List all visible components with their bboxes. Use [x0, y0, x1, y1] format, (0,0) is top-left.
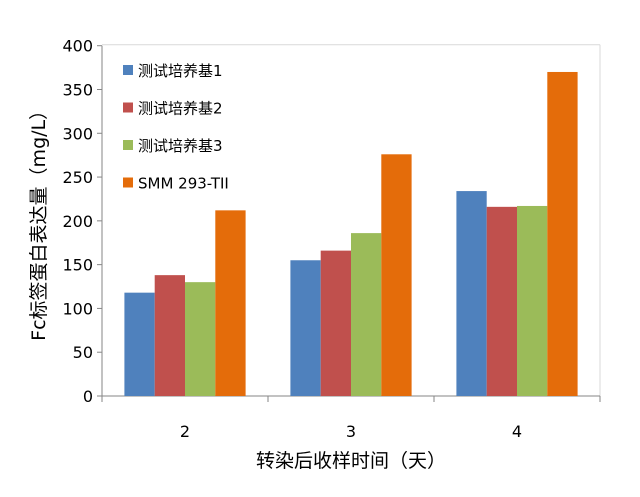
bar-2-4: [486, 206, 517, 396]
bar-2-3: [320, 250, 351, 396]
bar-3-3: [351, 233, 382, 396]
bar-1-4: [456, 191, 487, 396]
y-tick-label: 100: [62, 299, 93, 318]
bar-4-2: [215, 210, 246, 396]
y-tick-label: 300: [62, 124, 93, 143]
legend-label-3: 测试培养基3: [138, 137, 223, 155]
legend-label-2: 测试培养基2: [138, 100, 223, 118]
legend-swatch-2: [123, 102, 133, 113]
x-tick-label: 2: [180, 422, 190, 441]
x-axis-label: 转染后收样时间（天）: [256, 450, 446, 472]
bar-2-2: [154, 275, 185, 396]
bar-4-4: [547, 71, 578, 396]
x-tick-label: 3: [346, 422, 356, 441]
y-tick-label: 50: [73, 343, 93, 362]
legend-label-4: SMM 293-TII: [138, 175, 229, 193]
legend-label-1: 测试培养基1: [138, 62, 223, 80]
bar-3-4: [517, 205, 548, 396]
y-tick-label: 0: [83, 387, 93, 406]
y-tick-label: 400: [62, 37, 93, 56]
legend-swatch-4: [123, 177, 133, 188]
legend-swatch-3: [123, 140, 133, 150]
x-tick-label: 4: [512, 422, 522, 441]
bar-1-3: [290, 260, 321, 396]
y-tick-label: 250: [62, 168, 93, 187]
bar-1-2: [124, 292, 155, 396]
y-axis-label: Fc标签蛋白表达量（mg/L）: [28, 101, 50, 341]
y-tick-label: 350: [62, 80, 93, 99]
y-tick-label: 150: [62, 256, 93, 275]
bar-3-2: [185, 282, 216, 396]
legend-swatch-1: [123, 65, 133, 75]
bar-4-3: [381, 154, 412, 396]
y-tick-label: 200: [62, 212, 93, 231]
